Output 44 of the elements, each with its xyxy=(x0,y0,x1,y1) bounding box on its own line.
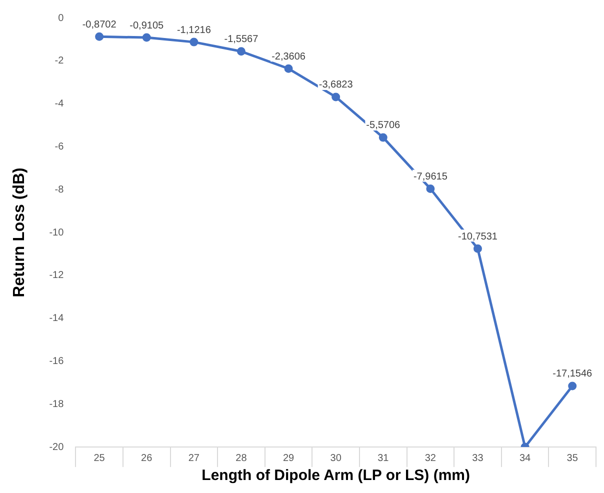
data-label: -17,1546 xyxy=(552,368,593,380)
point xyxy=(568,382,577,390)
x-axis-title: Length of Dipole Arm (LP or LS) (mm) xyxy=(202,467,470,484)
y-axis-title: Return Loss (dB) xyxy=(11,168,28,298)
x-tick-label: 32 xyxy=(424,452,436,464)
data-label: -7,9615 xyxy=(413,172,448,183)
x-tick-label: 27 xyxy=(188,452,200,464)
data-label: -10,7531 xyxy=(458,231,498,242)
x-tick-label: 34 xyxy=(519,452,532,464)
y-tick-label: 0 xyxy=(58,12,64,24)
x-tick-label: 35 xyxy=(566,452,578,464)
x-tick-label: 25 xyxy=(94,452,106,464)
point xyxy=(426,184,435,194)
x-tick-label: 33 xyxy=(472,452,484,464)
y-tick-label: -10 xyxy=(49,227,64,238)
point xyxy=(190,38,198,46)
point xyxy=(142,33,151,42)
point xyxy=(284,64,293,73)
data-label: -0,9105 xyxy=(130,20,164,32)
data-label: -0,8702 xyxy=(82,19,117,30)
data-label: -5,5706 xyxy=(366,120,401,132)
x-tick-label: 29 xyxy=(282,452,295,464)
point xyxy=(236,47,246,56)
point xyxy=(95,32,104,41)
data-label: -1,5567 xyxy=(224,34,259,46)
y-tick-label: -4 xyxy=(54,98,64,110)
y-tick-label: -14 xyxy=(49,313,64,324)
point xyxy=(332,92,340,102)
data-label: -3,6823 xyxy=(318,80,354,91)
y-tick-label: -12 xyxy=(49,270,64,282)
y-tick-label: -18 xyxy=(49,398,64,410)
x-tick-label: 26 xyxy=(141,452,153,464)
data-label: -1,1216 xyxy=(176,24,212,36)
y-tick-label: -20 xyxy=(49,442,64,453)
y-tick-label: -6 xyxy=(54,141,64,152)
y-tick-label: -8 xyxy=(54,184,64,196)
y-tick-label: -2 xyxy=(54,56,64,67)
point xyxy=(378,133,388,142)
y-tick-label: -16 xyxy=(49,356,64,367)
point xyxy=(473,244,482,253)
x-tick-label: 30 xyxy=(330,452,342,464)
data-label: -2,3606 xyxy=(272,51,306,62)
x-tick-label: 31 xyxy=(378,452,390,464)
x-tick-label: 28 xyxy=(236,452,248,464)
